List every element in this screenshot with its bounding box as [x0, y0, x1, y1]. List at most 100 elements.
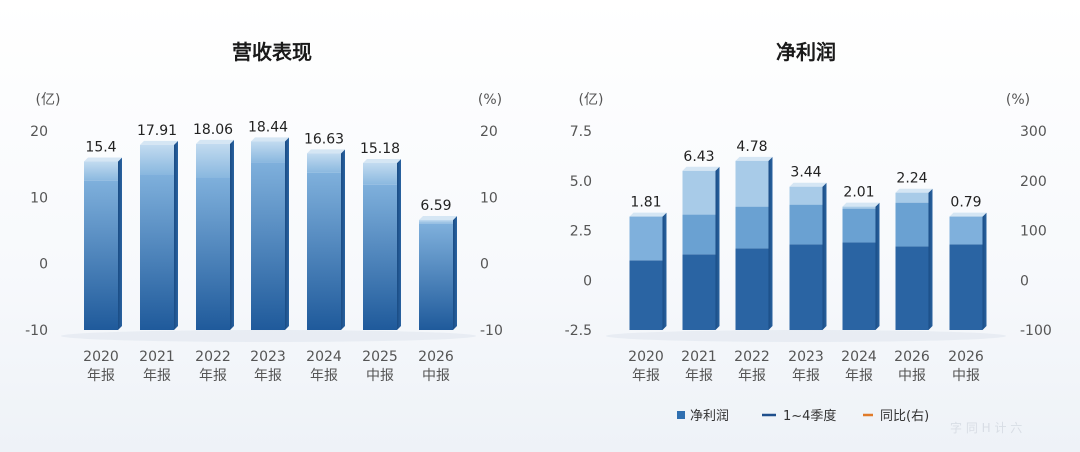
- bar-side: [174, 140, 178, 330]
- bar-side: [715, 166, 720, 330]
- legend-label-quarters: 1~4季度: [783, 408, 836, 424]
- bar-upper-segment: [363, 162, 397, 185]
- bar-side: [928, 188, 933, 330]
- y2-tick-label: 0: [1020, 273, 1029, 289]
- bar-top: [251, 137, 289, 142]
- x-tick-label-period: 年报: [685, 368, 713, 384]
- bar: [307, 172, 341, 330]
- y2-tick-label: 20: [480, 124, 498, 140]
- data-label: 6.59: [420, 198, 451, 214]
- x-tick-label-period: 年报: [792, 368, 820, 384]
- bar-upper-segment: [789, 186, 823, 205]
- bar-side: [118, 157, 122, 330]
- data-label: 17.91: [137, 123, 177, 139]
- net-profit-chart-title: 净利润: [776, 40, 836, 64]
- y-tick-label: 10: [30, 190, 48, 206]
- y-tick-label: 5.0: [570, 174, 592, 190]
- x-tick-label-period: 年报: [310, 368, 338, 384]
- bar-top: [735, 156, 773, 161]
- net-profit-left-unit: (亿): [579, 92, 604, 108]
- bar-top: [84, 157, 122, 162]
- y-tick-label: 20: [30, 124, 48, 140]
- bar: [196, 177, 230, 330]
- bar-top: [629, 212, 667, 217]
- revenue-chart: 20 10 0 -10 20 10 0 -10 15.4 2020 年报 17.91 2021 年报 18.…: [25, 119, 503, 384]
- bar-upper-segment: [629, 216, 663, 261]
- net-profit-right-unit: (%): [1006, 92, 1030, 108]
- bar: [84, 180, 118, 330]
- bar: [735, 248, 769, 330]
- y2-tick-label: 100: [1020, 224, 1047, 240]
- x-tick-label: 2020: [628, 349, 664, 365]
- bar-mid-segment: [842, 208, 876, 243]
- bar-side: [453, 215, 457, 330]
- data-label: 16.63: [304, 131, 344, 147]
- data-label: 0.79: [950, 195, 981, 211]
- bar-upper-segment: [196, 143, 230, 178]
- x-tick-label-period: 年报: [845, 368, 873, 384]
- bar-top: [307, 149, 345, 154]
- bar-side: [982, 212, 987, 330]
- y2-tick-label: 300: [1020, 124, 1047, 140]
- bar: [629, 260, 663, 330]
- revenue-chart-title: 营收表现: [232, 40, 312, 64]
- x-tick-label: 2024: [841, 349, 877, 365]
- data-label: 3.44: [790, 165, 821, 181]
- x-tick-label-period: 中报: [366, 368, 394, 384]
- data-label: 15.4: [85, 140, 116, 156]
- bar-upper-segment: [895, 192, 929, 203]
- data-label: 1.81: [630, 195, 661, 211]
- net-profit-chart: 7.5 5.0 2.5 0 -2.5 300 200 100 0 -100 1.81 2020 年报 6.…: [565, 124, 1052, 384]
- bar: [842, 242, 876, 330]
- bar-mid-segment: [895, 202, 929, 247]
- bar-side: [341, 149, 345, 330]
- bar-upper-segment: [949, 216, 983, 245]
- bar-side: [285, 137, 289, 330]
- x-tick-label: 2020: [83, 349, 119, 365]
- bar-top: [842, 202, 880, 207]
- bar-upper-segment: [84, 161, 118, 181]
- bar-upper-segment: [682, 170, 716, 215]
- bar: [682, 254, 716, 330]
- y-tick-label: -2.5: [565, 323, 592, 339]
- x-tick-label-period: 年报: [143, 368, 171, 384]
- x-tick-label: 2021: [681, 349, 717, 365]
- legend: 净利润 1~4季度 同比(右): [677, 408, 929, 424]
- bar-upper-segment: [419, 219, 453, 224]
- bar-side: [230, 139, 234, 330]
- data-label: 2.24: [896, 171, 927, 187]
- bar: [251, 162, 285, 330]
- bar-top: [363, 158, 401, 163]
- x-tick-label-period: 中报: [898, 368, 926, 384]
- bar-upper-segment: [140, 144, 174, 175]
- revenue-left-unit: (亿): [36, 92, 61, 108]
- bar: [789, 244, 823, 330]
- revenue-right-unit: (%): [478, 92, 502, 108]
- y2-tick-label: 200: [1020, 174, 1047, 190]
- data-label: 4.78: [736, 139, 767, 155]
- bar-side: [768, 156, 773, 330]
- legend-label-yoy: 同比(右): [880, 409, 929, 424]
- bar-mid-segment: [789, 204, 823, 245]
- x-tick-label: 2024: [306, 349, 342, 365]
- x-tick-label-period: 年报: [199, 368, 227, 384]
- bar-upper-segment: [251, 141, 285, 163]
- y-tick-label: 0: [583, 273, 592, 289]
- x-tick-label-period: 中报: [422, 368, 450, 384]
- floor-shadow: [606, 330, 1006, 342]
- data-label: 18.44: [248, 119, 288, 135]
- y2-tick-label: -10: [480, 323, 503, 339]
- bar-side: [822, 182, 827, 330]
- bar-top: [196, 139, 234, 144]
- bar-top: [140, 140, 178, 145]
- legend-square-marker: [677, 411, 685, 419]
- bar-upper-segment: [735, 160, 769, 207]
- bar-mid-segment: [735, 206, 769, 249]
- bar-top: [949, 212, 987, 217]
- x-tick-label: 2026: [894, 349, 930, 365]
- x-tick-label: 2022: [195, 349, 231, 365]
- bar-upper-segment: [842, 206, 876, 209]
- legend-label-net-profit: 净利润: [690, 409, 729, 424]
- x-tick-label: 2025: [362, 349, 398, 365]
